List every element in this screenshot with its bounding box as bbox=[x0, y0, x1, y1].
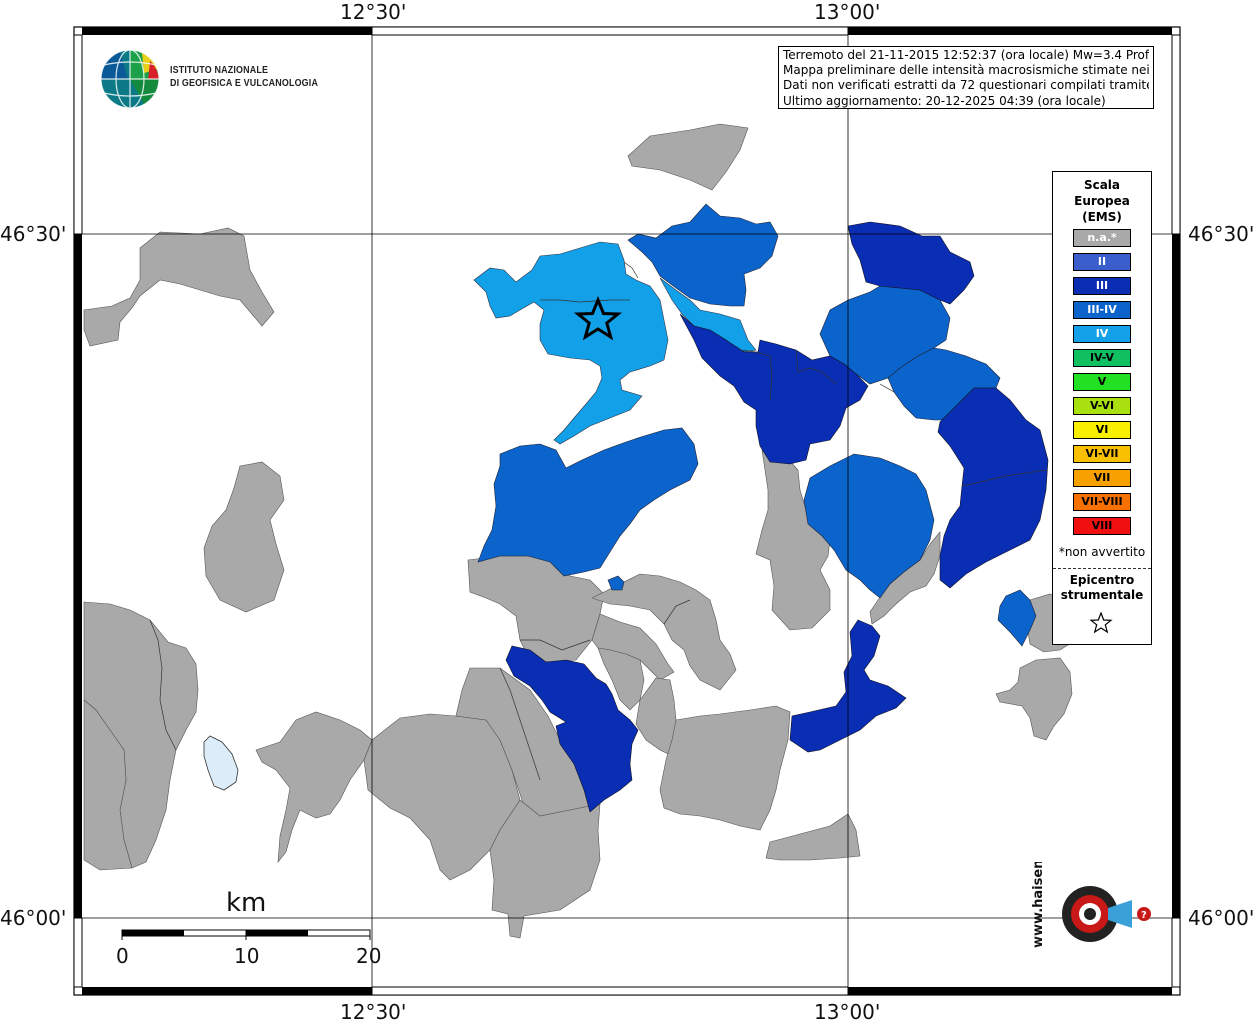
data-source-line: Dati non verificati estratti da 72 quest… bbox=[783, 78, 1149, 93]
region-na bbox=[255, 711, 373, 863]
region-na-group bbox=[83, 123, 1081, 939]
region-na bbox=[755, 449, 831, 631]
scalebar-unit: km bbox=[226, 888, 267, 918]
region-iii-iv-group bbox=[477, 203, 1037, 647]
ingv-logo: ISTITUTO NAZIONALE DI GEOFISICA E VULCAN… bbox=[100, 47, 330, 111]
region-iv-group bbox=[473, 241, 757, 445]
event-info-line: Terremoto del 21-11-2015 12:52:37 (ora l… bbox=[783, 48, 1149, 62]
region-iii-group bbox=[505, 221, 1049, 813]
region-iii-iv bbox=[997, 589, 1037, 647]
region-na bbox=[765, 813, 861, 861]
region-iv bbox=[659, 277, 757, 353]
scalebar-label-10: 10 bbox=[234, 944, 260, 968]
map-border bbox=[73, 26, 1181, 996]
svg-text:?: ? bbox=[1141, 910, 1147, 921]
legend-swatch: VII bbox=[1073, 469, 1131, 487]
lat-label-right-upper: 46°30' bbox=[1188, 222, 1254, 246]
ingv-name-line2: DI GEOFISICA E VULCANOLOGIA bbox=[170, 77, 319, 89]
legend-swatch: III-IV bbox=[1073, 301, 1131, 319]
scalebar-label-20: 20 bbox=[356, 944, 382, 968]
haisentito-text: www.haisentitoilterremoto.it bbox=[1031, 862, 1046, 948]
lon-label-top-left: 12°30' bbox=[340, 0, 407, 24]
scalebar-label-0: 0 bbox=[116, 944, 129, 968]
lake bbox=[203, 735, 239, 791]
legend-note: *non avvertito bbox=[1058, 545, 1146, 559]
legend-swatch: V bbox=[1073, 373, 1131, 391]
legend-epicenter-line2: strumentale bbox=[1060, 588, 1144, 602]
region-na bbox=[489, 799, 601, 939]
legend-epicenter-line1: Epicentro bbox=[1069, 573, 1135, 587]
region-na bbox=[83, 227, 275, 347]
legend-swatch: VII-VIII bbox=[1073, 493, 1131, 511]
boundaries bbox=[149, 261, 1047, 781]
lon-label-top-right: 13°00' bbox=[814, 0, 881, 24]
lat-label-left-lower: 46°00' bbox=[0, 906, 67, 930]
haisentito-logo: ? www.haisentitoilterremoto.it bbox=[1028, 735, 1152, 972]
ingv-name-line1: ISTITUTO NAZIONALE bbox=[170, 64, 269, 76]
legend-swatch: III bbox=[1073, 277, 1131, 295]
legend-swatch: IV bbox=[1073, 325, 1131, 343]
region-na bbox=[659, 705, 791, 831]
legend-swatch: IV-V bbox=[1073, 349, 1131, 367]
svg-text:www.haisentitoilterremoto.it: www.haisentitoilterremoto.it bbox=[1031, 862, 1046, 948]
region-na bbox=[995, 657, 1073, 741]
globe-icon bbox=[100, 49, 160, 109]
lat-label-left-upper: 46°30' bbox=[0, 222, 67, 246]
lat-label-right-lower: 46°00' bbox=[1188, 906, 1254, 930]
last-update-line: Ultimo aggiornamento: 20-12-2025 04:39 (… bbox=[783, 93, 1106, 108]
ems-legend: Scala Europea (EMS) n.a.* II III III-IV IV IV… bbox=[1052, 171, 1152, 645]
region-na bbox=[591, 573, 737, 691]
legend-title: Scala Europea (EMS) bbox=[1053, 177, 1151, 225]
map-description-line: Mappa preliminare delle intensità macros… bbox=[783, 63, 1149, 78]
legend-title-line2: Europea bbox=[1074, 194, 1130, 208]
region-iii-iv bbox=[477, 427, 699, 577]
legend-swatch: VI-VII bbox=[1073, 445, 1131, 463]
event-info-box: Terremoto del 21-11-2015 12:52:37 (ora l… bbox=[778, 46, 1154, 109]
region-iii-iv bbox=[627, 203, 779, 307]
legend-epicenter-label: Epicentro strumentale bbox=[1053, 573, 1151, 603]
legend-swatch: V-VI bbox=[1073, 397, 1131, 415]
lon-label-bottom-left: 12°30' bbox=[340, 1000, 407, 1024]
lon-label-bottom-right: 13°00' bbox=[814, 1000, 881, 1024]
legend-divider bbox=[1053, 568, 1151, 569]
epicenter-star-icon bbox=[573, 296, 623, 341]
region-na bbox=[203, 461, 285, 613]
legend-swatch: VI bbox=[1073, 421, 1131, 439]
legend-swatch: II bbox=[1073, 253, 1131, 271]
region-na bbox=[627, 123, 749, 191]
legend-swatch: VIII bbox=[1073, 517, 1131, 535]
graticule bbox=[74, 27, 1180, 995]
region-iii-iv bbox=[803, 453, 935, 599]
legend-swatch: n.a.* bbox=[1073, 229, 1131, 247]
region-iii bbox=[505, 645, 639, 813]
scalebar bbox=[121, 929, 371, 940]
region-na bbox=[83, 699, 133, 871]
star-icon bbox=[1089, 612, 1113, 634]
region-iii-iv bbox=[607, 575, 625, 591]
ingv-name: ISTITUTO NAZIONALE DI GEOFISICA E VULCAN… bbox=[170, 64, 318, 90]
region-iv bbox=[473, 241, 669, 445]
region-iii bbox=[679, 313, 869, 465]
legend-title-line3: (EMS) bbox=[1082, 210, 1122, 224]
haisentito-logo-icon: ? www.haisentitoilterremoto.it bbox=[1031, 735, 1151, 948]
legend-title-line1: Scala bbox=[1083, 178, 1121, 192]
